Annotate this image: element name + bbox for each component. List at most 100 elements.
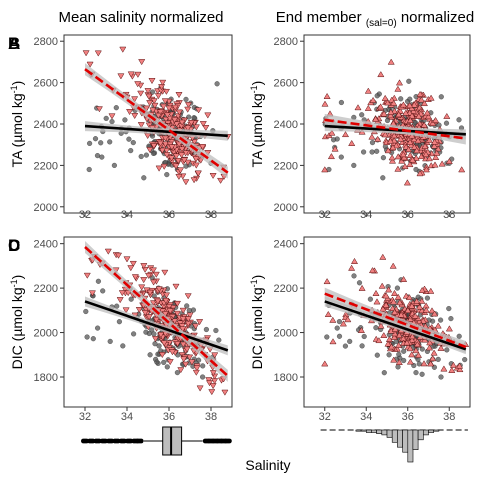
observed-point	[356, 280, 363, 286]
normalized-point	[373, 298, 381, 305]
normalized-point	[157, 332, 165, 339]
observed-point	[424, 295, 430, 301]
x-tick-label: 38	[205, 209, 217, 221]
observed-point	[95, 278, 101, 284]
observed-point	[407, 96, 413, 102]
observed-point	[351, 162, 357, 168]
observed-point	[393, 339, 399, 345]
normalized-point	[146, 147, 154, 154]
normalized-point	[184, 106, 192, 113]
normalized-point	[406, 345, 414, 352]
normalized-point	[390, 107, 399, 114]
observed-point	[107, 139, 113, 145]
normalized-point	[192, 156, 200, 163]
normalized-point	[168, 349, 176, 356]
normalized-point	[145, 93, 153, 100]
observed-point	[161, 359, 167, 365]
normalized-point	[420, 100, 428, 107]
normalized-point	[456, 362, 464, 369]
normalized-point	[127, 71, 135, 78]
normalized-point	[394, 85, 402, 92]
observed-point	[150, 89, 156, 95]
normalized-point	[175, 173, 183, 180]
observed-point	[164, 172, 170, 178]
normalized-point	[131, 274, 139, 281]
normalized-point	[354, 104, 362, 111]
normalized-point	[401, 163, 409, 170]
normalized-point	[372, 289, 380, 296]
normalized-point	[178, 152, 186, 159]
observed-point	[359, 112, 365, 118]
normalized-point	[380, 110, 388, 117]
normalized-point	[209, 173, 217, 179]
normalized-point	[427, 94, 435, 101]
observed-point	[183, 163, 189, 169]
normalized-point	[161, 135, 169, 142]
normalized-point	[149, 267, 157, 274]
y-tick-label: 1800	[34, 372, 58, 384]
normalized-point	[364, 87, 372, 94]
normalized-point	[168, 155, 176, 162]
observed-point	[191, 115, 197, 121]
normalized-point	[408, 333, 416, 340]
observed-point	[95, 325, 101, 331]
normalized-point	[176, 167, 185, 174]
normalized-point	[179, 341, 187, 348]
observed-point	[213, 327, 219, 334]
observed-point	[419, 371, 425, 377]
normalized-point	[445, 325, 453, 332]
histogram-bar	[422, 429, 429, 436]
observed-point	[200, 363, 206, 369]
normalized-point	[172, 163, 180, 170]
normalized-point	[348, 264, 356, 271]
normalized-point	[166, 359, 174, 366]
normalized-point	[406, 116, 414, 123]
normalized-point	[150, 98, 158, 105]
panel-frame	[303, 34, 471, 214]
normalized-point	[387, 58, 395, 65]
normalized-point	[175, 92, 183, 99]
normalized-point	[321, 100, 329, 107]
normalized-point	[180, 157, 188, 164]
observed-point	[143, 152, 149, 158]
normalized-fit-line	[84, 68, 229, 174]
marginal-histogram	[320, 429, 468, 463]
normalized-point	[394, 293, 402, 300]
observed-point	[86, 166, 92, 173]
histogram-bar	[402, 429, 409, 453]
normalized-fit-line	[324, 118, 467, 140]
observed-point	[338, 154, 344, 160]
histogram-bar	[412, 429, 419, 451]
normalized-point	[105, 221, 111, 226]
column-title-left: Mean salinity normalized	[58, 9, 223, 26]
normalized-point	[357, 326, 365, 333]
observed-point	[347, 338, 353, 344]
normalized-point	[114, 252, 123, 259]
x-tick-label: 32	[79, 209, 91, 221]
normalized-point	[173, 310, 181, 317]
normalized-point	[155, 165, 163, 172]
y-tick-label: 2400	[34, 239, 58, 251]
normalized-point	[387, 112, 395, 119]
observed-point	[156, 343, 162, 349]
normalized-point	[448, 366, 456, 373]
normalized-point	[382, 301, 390, 308]
x-tick-label: 38	[205, 411, 217, 423]
normalized-point	[162, 292, 171, 299]
normalized-point	[396, 299, 404, 306]
observed-point	[141, 175, 147, 181]
y-tick-label: 2600	[34, 78, 58, 90]
normalized-point	[390, 289, 399, 296]
normalized-point	[424, 113, 433, 120]
normalized-point	[390, 298, 398, 305]
normalized-point	[425, 344, 434, 351]
normalized-point	[387, 108, 395, 115]
normalized-point	[138, 59, 146, 66]
observed-point	[462, 357, 468, 363]
observed-point	[150, 150, 157, 156]
observed-point	[331, 137, 337, 143]
histogram-bar	[428, 429, 434, 433]
observed-point	[361, 333, 367, 340]
normalized-point	[416, 170, 424, 177]
normalized-point	[399, 151, 407, 158]
